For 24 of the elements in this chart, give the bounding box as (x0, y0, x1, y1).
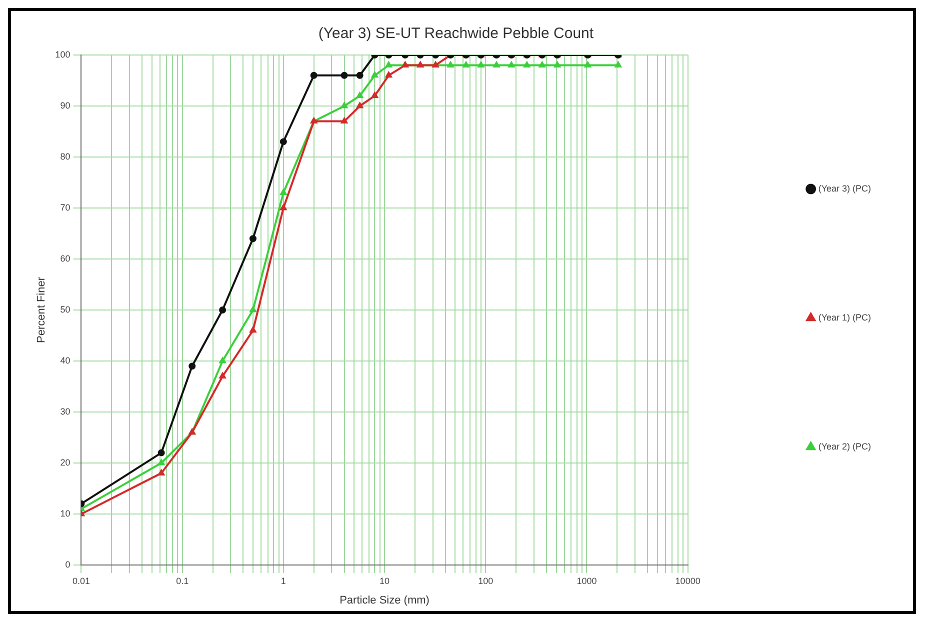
y-tick-label: 10 (60, 508, 70, 518)
y-axis-title: Percent Finer (36, 276, 48, 344)
y-tick-label: 50 (60, 304, 70, 314)
y-tick-label: 100 (55, 49, 70, 60)
y-tick-label: 30 (60, 406, 70, 416)
legend-label: (Year 2) (PC) (818, 441, 872, 452)
y-tick-label: 20 (60, 457, 70, 468)
legend-label: (Year 1) (PC) (818, 312, 872, 322)
x-tick-label: 1 (280, 576, 286, 586)
x-tick-label: 1000 (576, 576, 597, 586)
legend-label: (Year 3) (PC) (818, 183, 872, 194)
x-tick-label: 100 (478, 576, 494, 586)
y-tick-label: 0 (65, 559, 70, 570)
x-tick-label: 10000 (675, 576, 700, 586)
x-tick-label: 0.01 (72, 576, 90, 586)
x-tick-label: 10 (380, 576, 390, 586)
y-tick-label: 90 (60, 100, 70, 110)
y-tick-label: 80 (60, 151, 70, 162)
x-tick-label: 0.1 (176, 576, 189, 586)
y-tick-label: 60 (60, 253, 70, 264)
x-axis-title: Particle Size (mm) (340, 594, 430, 606)
chart-title: (Year 3) SE-UT Reachwide Pebble Count (318, 25, 594, 42)
y-tick-label: 70 (60, 202, 70, 212)
y-tick-label: 40 (60, 355, 70, 366)
